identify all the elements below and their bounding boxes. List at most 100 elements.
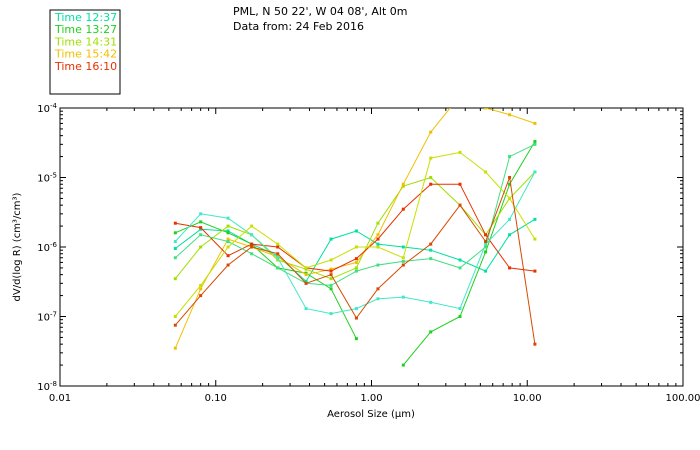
x-tick-label: 0.10 (205, 393, 227, 404)
data-point (199, 227, 203, 231)
data-point (508, 196, 512, 200)
data-point (401, 207, 405, 211)
data-series (173, 108, 537, 367)
data-point (276, 256, 280, 260)
data-point (276, 266, 280, 270)
data-point (250, 233, 254, 237)
legend-entry: Time 15:42 (54, 48, 117, 61)
data-point (508, 233, 512, 237)
data-point (401, 184, 405, 188)
data-point (458, 258, 462, 262)
y-tick-mantissa: 10 (37, 174, 50, 185)
data-point (484, 233, 488, 237)
data-point (250, 242, 254, 246)
data-point (354, 229, 358, 233)
y-tick-exponent: -7 (50, 311, 57, 319)
series-line (175, 221, 357, 339)
data-point (354, 266, 358, 270)
data-point (276, 242, 280, 246)
y-tick-label: 10-6 (37, 241, 57, 254)
y-tick-mantissa: 10 (37, 382, 50, 393)
x-tick-label: 0.01 (49, 393, 71, 404)
data-point (533, 121, 537, 125)
data-point (376, 297, 380, 301)
data-point (533, 237, 537, 241)
data-point (250, 224, 254, 228)
data-point (226, 237, 230, 241)
data-point (226, 245, 230, 249)
data-point (533, 342, 537, 346)
series-8 (173, 175, 537, 346)
y-tick-label: 10-5 (37, 172, 57, 185)
data-point (376, 245, 380, 249)
data-point (429, 130, 433, 134)
data-point (484, 239, 488, 243)
data-point (429, 156, 433, 160)
y-axis-label: dV/d(log R) (cm³/cm³) (12, 192, 23, 301)
data-point (533, 269, 537, 273)
data-point (329, 269, 333, 273)
legend-entry: Time 12:37 (54, 11, 117, 24)
data-point (226, 216, 230, 220)
chart-title-date: Data from: 24 Feb 2016 (233, 20, 364, 33)
data-point (354, 260, 358, 264)
data-point (484, 250, 488, 254)
data-point (533, 142, 537, 146)
data-point (304, 266, 308, 270)
data-point (429, 300, 433, 304)
data-point (199, 226, 203, 230)
y-tick-label: 10-4 (37, 102, 57, 115)
data-point (173, 315, 177, 318)
data-point (173, 346, 177, 350)
data-point (329, 273, 333, 277)
data-point (429, 330, 433, 334)
data-point (199, 245, 203, 249)
data-point (173, 256, 177, 260)
data-point (354, 307, 358, 311)
y-tick-exponent: -8 (50, 380, 57, 388)
series-7 (173, 150, 537, 318)
data-point (250, 245, 254, 249)
legend-entry: Time 13:27 (54, 23, 117, 36)
data-point (173, 323, 177, 327)
data-point (429, 182, 433, 186)
data-point (376, 242, 380, 246)
data-point (329, 258, 333, 262)
y-tick-mantissa: 10 (37, 243, 50, 254)
data-point (376, 263, 380, 267)
data-point (429, 257, 433, 261)
data-point (354, 257, 358, 261)
data-point (226, 231, 230, 235)
x-axis-label: Aerosol Size (µm) (327, 409, 415, 420)
data-point (429, 242, 433, 246)
data-point (329, 312, 333, 316)
legend-box (49, 9, 121, 95)
data-point (199, 287, 203, 291)
data-point (508, 113, 512, 117)
data-point (354, 316, 358, 320)
data-point (276, 258, 280, 262)
data-point (484, 269, 488, 273)
data-point (458, 150, 462, 154)
data-point (304, 279, 308, 283)
data-point (199, 220, 203, 224)
data-point (401, 256, 405, 260)
data-point (508, 176, 512, 179)
data-point (429, 248, 433, 252)
data-point (226, 229, 230, 233)
data-point (329, 287, 333, 291)
data-point (226, 254, 230, 258)
data-point (173, 247, 177, 251)
y-tick-exponent: -5 (50, 172, 57, 180)
data-point (276, 245, 280, 249)
data-point (304, 281, 308, 285)
data-point (329, 283, 333, 287)
legend-entry: Time 14:31 (54, 35, 117, 48)
data-point (484, 108, 488, 110)
data-point (226, 263, 230, 267)
data-point (376, 221, 380, 225)
data-point (533, 170, 537, 174)
legend-entry: Time 16:10 (54, 60, 117, 73)
chart-title-location: PML, N 50 22', W 04 08', Alt 0m (233, 5, 407, 18)
